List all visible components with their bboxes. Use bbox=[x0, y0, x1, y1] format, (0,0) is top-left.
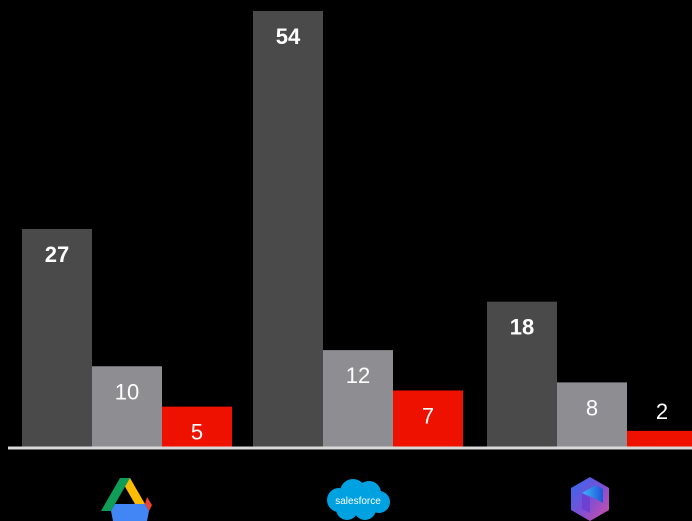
bar-series1-cat3 bbox=[487, 301, 557, 447]
bar-series2-cat2 bbox=[323, 350, 393, 447]
salesforce-logo-text: salesforce bbox=[335, 496, 381, 507]
data-label-series2-cat2: 12 bbox=[346, 363, 370, 388]
data-label-series1-cat1: 27 bbox=[45, 242, 69, 267]
data-label-series1-cat2: 54 bbox=[276, 24, 301, 49]
data-labels-group: 27 54 18 10 12 8 5 7 2 bbox=[45, 24, 668, 445]
data-label-series1-cat3: 18 bbox=[510, 315, 534, 340]
bar-series3-cat1 bbox=[162, 406, 232, 447]
data-label-series3-cat1: 5 bbox=[191, 420, 203, 445]
bar-series1-cat2 bbox=[253, 11, 323, 447]
bar-series2-cat3 bbox=[557, 382, 627, 447]
data-label-series2-cat1: 10 bbox=[115, 379, 139, 404]
bars-group bbox=[22, 11, 692, 447]
bar-series3-cat3 bbox=[627, 430, 692, 447]
salesforce-logo-icon: salesforce bbox=[327, 479, 390, 520]
bar-series1-cat1 bbox=[22, 229, 92, 447]
microsoft-365-logo-icon bbox=[571, 477, 609, 521]
data-label-series2-cat3: 8 bbox=[586, 395, 598, 420]
bar-series3-cat2 bbox=[393, 390, 463, 447]
bar-series2-cat1 bbox=[92, 366, 162, 447]
data-label-series3-cat3: 2 bbox=[656, 399, 668, 424]
google-drive-logo-icon bbox=[101, 478, 152, 521]
data-label-series3-cat2: 7 bbox=[422, 403, 434, 428]
